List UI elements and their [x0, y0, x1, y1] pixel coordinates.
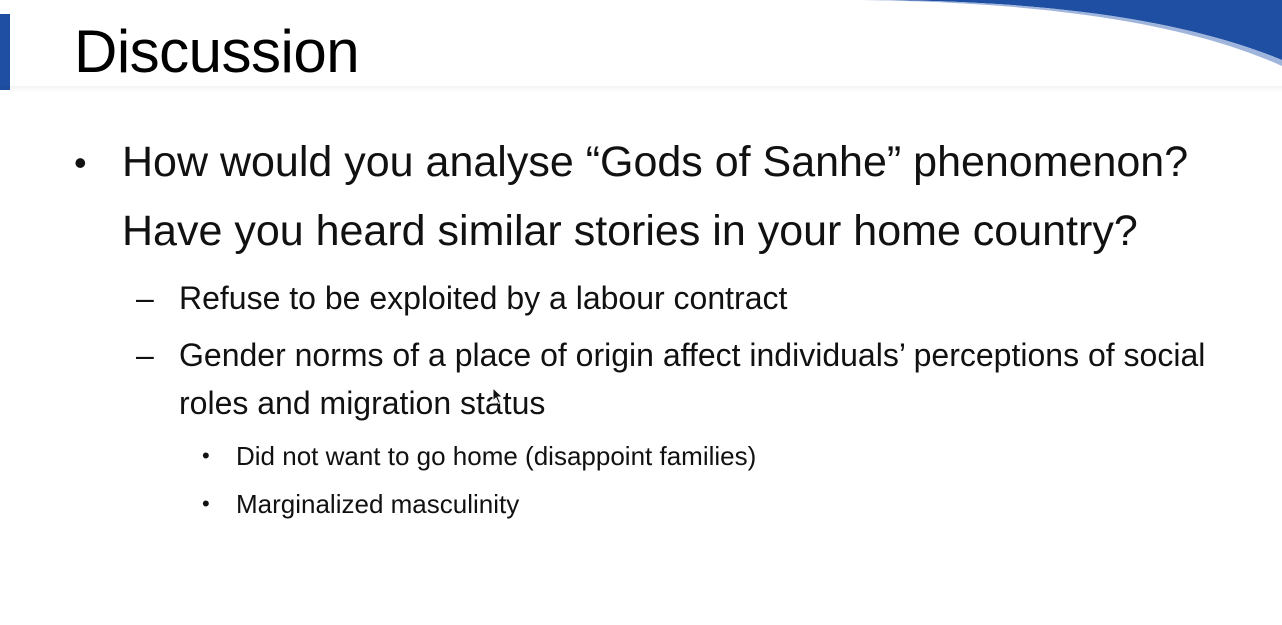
- dash-marker: –: [136, 280, 154, 316]
- bullet-text: Marginalized masculinity: [236, 489, 520, 519]
- slide-body: • How would you analyse “Gods of Sanhe” …: [70, 128, 1260, 532]
- dash-marker: –: [136, 337, 154, 373]
- bullet-level2-labour-contract: – Refuse to be exploited by a labour con…: [70, 274, 1260, 322]
- bullet-marker: •: [202, 443, 210, 468]
- bullet-text: Gender norms of a place of origin affect…: [179, 337, 1206, 421]
- bullet-marker: •: [74, 142, 87, 183]
- bullet-text: Refuse to be exploited by a labour contr…: [179, 280, 788, 316]
- bullet-marker: •: [202, 491, 210, 516]
- bullet-level2-gender-norms: – Gender norms of a place of origin affe…: [70, 331, 1260, 427]
- bullet-level3-go-home: • Did not want to go home (disappoint fa…: [70, 436, 1260, 476]
- bullet-level3-masculinity: • Marginalized masculinity: [70, 484, 1260, 524]
- arrow-pointer-icon: [492, 387, 504, 405]
- header-swoosh-decoration: [860, 0, 1282, 66]
- title-divider-shadow: [0, 86, 1282, 92]
- bullet-level1-question: • How would you analyse “Gods of Sanhe” …: [70, 128, 1260, 266]
- left-accent-bar: [0, 14, 10, 90]
- slide-title: Discussion: [74, 18, 360, 85]
- bullet-text: How would you analyse “Gods of Sanhe” ph…: [122, 138, 1189, 255]
- bullet-text: Did not want to go home (disappoint fami…: [236, 441, 757, 471]
